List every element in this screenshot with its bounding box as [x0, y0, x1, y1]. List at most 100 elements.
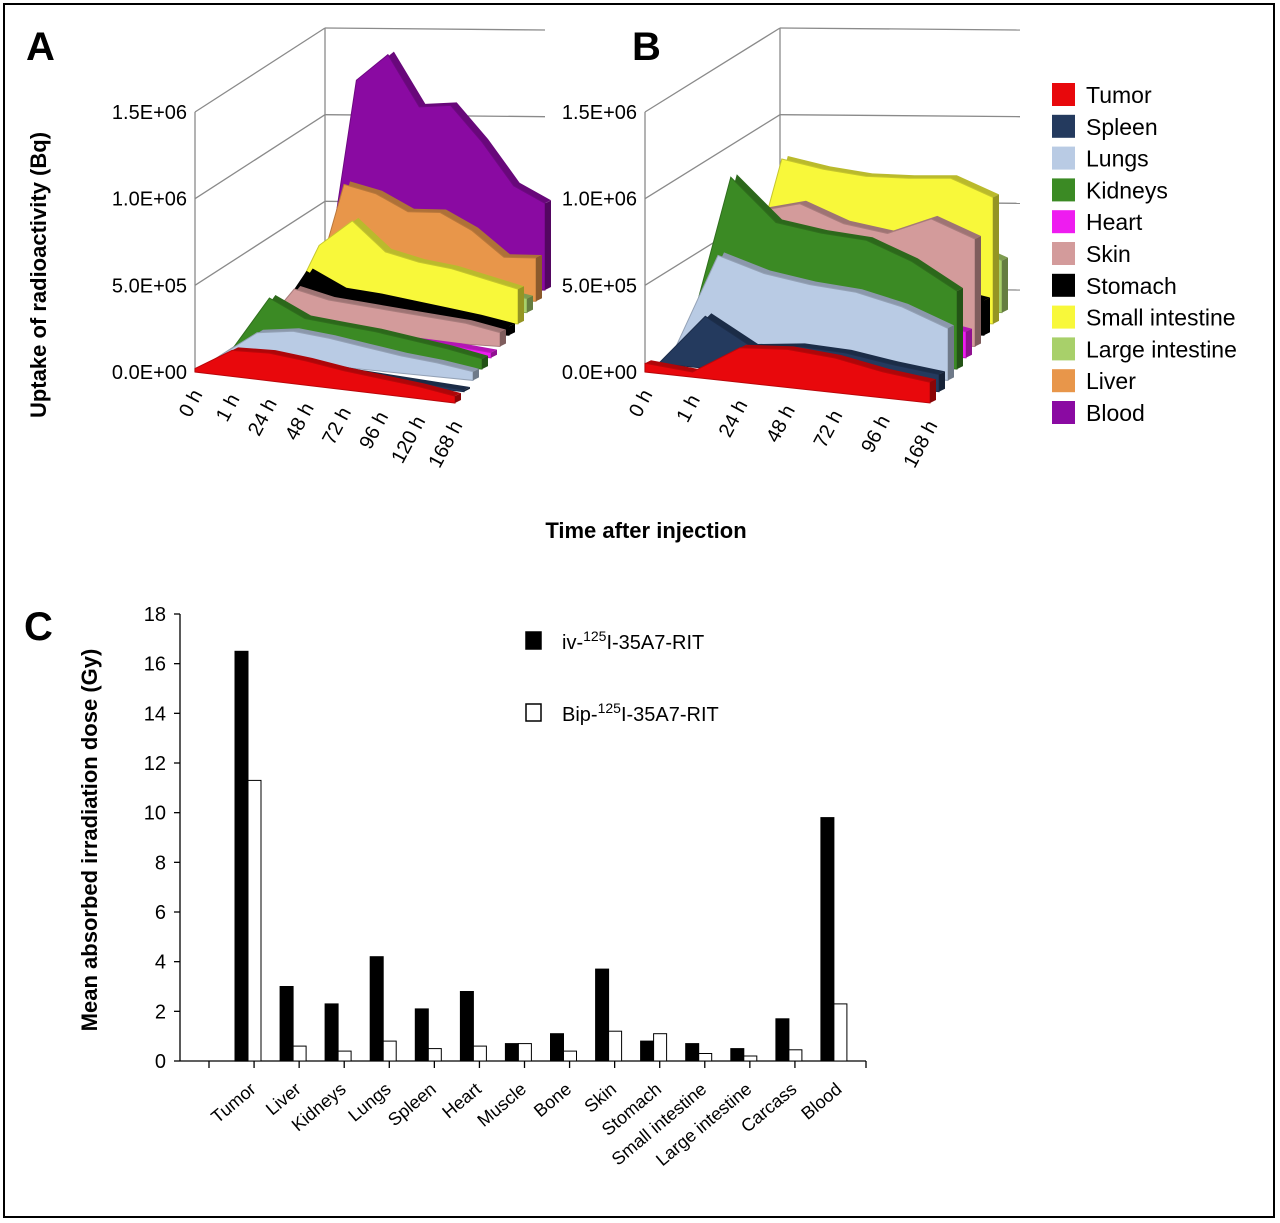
- area-top-blood: [325, 51, 551, 288]
- wall-gridline: [194, 27, 326, 113]
- panel-c-legend: iv-125I-35A7-RIT Bip-125I-35A7-RIT: [525, 628, 719, 726]
- area-cap-stomach: [984, 297, 990, 336]
- x-tick-label: 168 h: [899, 417, 942, 472]
- bar-bip-stomach: [653, 1033, 668, 1062]
- area-series-lungs: [219, 328, 479, 381]
- panel-a-y-ticks: 0.0E+00 5.0E+05 1.0E+06 1.5E+06: [112, 102, 187, 384]
- area-cap-large-intestine: [527, 295, 533, 313]
- panel-b-series: [644, 156, 1008, 404]
- x-tick-label: 96 h: [857, 412, 895, 457]
- x-tick-label: Tumor: [207, 1079, 259, 1127]
- bar-bip-tumor: [247, 779, 262, 1062]
- wall-gridline: [194, 114, 326, 200]
- legend-swatch-tumor: [1052, 83, 1075, 106]
- legend-label-lungs: Lungs: [1086, 146, 1149, 172]
- legend-swatch-spleen: [1052, 114, 1075, 138]
- x-tick-label: Bone: [530, 1079, 575, 1121]
- bar-iv-spleen: [414, 1008, 429, 1062]
- bar-iv-skin: [595, 968, 610, 1062]
- x-tick-label: 0 h: [625, 386, 657, 421]
- x-tick-label: Blood: [797, 1079, 845, 1124]
- legend-label-spleen: Spleen: [1086, 114, 1158, 140]
- legend-label-liver: Liver: [1086, 368, 1136, 394]
- area-top-spleen: [658, 313, 945, 375]
- legend-label-heart: Heart: [1086, 209, 1143, 235]
- bar-iv-bone: [550, 1033, 564, 1062]
- bar-bip-liver: [292, 1045, 307, 1062]
- x-tick-label: Muscle: [473, 1079, 530, 1131]
- x-tick-label: 72 h: [318, 404, 356, 449]
- bar-legend-label: iv-125I-35A7-RIT: [562, 628, 704, 654]
- bar-bip-muscle: [517, 1043, 532, 1062]
- legend-label-large-intestine: Large intestine: [1086, 336, 1237, 362]
- bar-iv-kidneys: [324, 1003, 339, 1062]
- x-tick-label: 0 h: [175, 386, 207, 421]
- legend-swatch-stomach: [1052, 273, 1075, 297]
- legend-swatch-large-intestine: [1052, 337, 1075, 361]
- panel-c-y-axis-title: Mean absorbed irradiation dose (Gy): [77, 649, 102, 1032]
- x-tick-label: 48 h: [281, 399, 319, 444]
- y-tick-label: 4: [155, 952, 166, 974]
- legend-swatch-kidneys: [1052, 178, 1075, 202]
- bar-bip-kidneys: [337, 1050, 352, 1062]
- x-tick-label: 1 h: [212, 390, 244, 425]
- area-cap-tumor: [930, 379, 936, 403]
- area-cap-large-intestine: [1002, 257, 1008, 313]
- legend-swatch-lungs: [1052, 146, 1075, 170]
- area-cap-heart: [491, 349, 497, 358]
- legend-swatch-heart: [1052, 210, 1075, 234]
- bar-bip-heart: [472, 1045, 487, 1062]
- legend: Tumor Spleen Lungs Kidneys Heart Skin Stomach S…: [1052, 82, 1237, 426]
- bar-bip-large-intestine: [743, 1055, 758, 1062]
- area-cap-tumor: [455, 393, 461, 403]
- y-tick-label: 1.0E+06: [562, 189, 637, 211]
- area-cap-lungs: [473, 368, 479, 381]
- bar-iv-blood: [820, 817, 835, 1062]
- y-tick-label: 6: [155, 902, 166, 924]
- bar-bip-small-intestine: [698, 1053, 713, 1062]
- y-tick-label: 10: [144, 803, 166, 825]
- y-tick-label: 1.5E+06: [112, 102, 187, 124]
- bar-legend-label: Bip-125I-35A7-RIT: [562, 700, 719, 726]
- panel-c-y-ticks: 0 2 4 6 8 10 12 14 16 18: [144, 604, 166, 1073]
- area-cap-skin: [500, 329, 506, 347]
- bar-bip-bone: [563, 1050, 577, 1062]
- y-tick-label: 8: [155, 852, 166, 874]
- x-tick-label: 24 h: [244, 395, 282, 440]
- y-tick-label: 5.0E+05: [112, 275, 187, 297]
- x-tick-label: 1 h: [672, 391, 704, 426]
- y-tick-label: 5.0E+05: [562, 275, 637, 297]
- x-axis-title-time: Time after injection: [545, 518, 746, 543]
- area-cap-kidneys: [482, 355, 488, 370]
- bar-legend-swatch: [525, 703, 542, 722]
- x-tick-label: 72 h: [810, 407, 848, 452]
- area-cap-small-intestine: [993, 194, 999, 324]
- area-top-stomach: [273, 268, 515, 327]
- y-tick-label: 1.0E+06: [112, 189, 187, 211]
- bar-iv-muscle: [504, 1043, 519, 1062]
- bar-iv-tumor: [234, 650, 249, 1062]
- wall-gridline: [644, 114, 781, 200]
- area-cap-lungs: [948, 325, 954, 381]
- area-series-tumor: [644, 344, 936, 404]
- bar-iv-small-intestine: [685, 1043, 700, 1062]
- y-tick-label: 1.5E+06: [562, 102, 637, 124]
- legend-swatch-small-intestine: [1052, 305, 1075, 329]
- x-tick-label: Spleen: [384, 1079, 440, 1130]
- legend-swatch-blood: [1052, 401, 1075, 424]
- area-cap-spleen: [939, 371, 945, 392]
- bar-bip-skin: [608, 1030, 623, 1062]
- bar-legend-swatch: [525, 631, 542, 650]
- bar-iv-lungs: [369, 956, 384, 1062]
- bar-bip-blood: [833, 1003, 848, 1062]
- legend-swatch-liver: [1052, 369, 1075, 393]
- wall-gridline: [324, 27, 546, 31]
- bar-iv-carcass: [775, 1018, 790, 1062]
- bar-bip-lungs: [382, 1040, 397, 1062]
- area-cap-heart: [966, 328, 972, 358]
- y-tick-label: 16: [144, 654, 166, 676]
